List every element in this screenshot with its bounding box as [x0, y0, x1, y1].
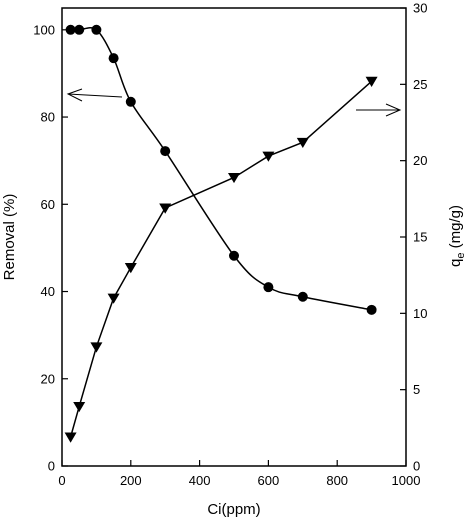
plot-area-frame	[61, 7, 407, 467]
arrow-to-right-axis-head	[385, 103, 402, 117]
right-tick-label: 0	[413, 459, 420, 474]
annotation-arrows	[66, 88, 402, 117]
series-2-point	[73, 401, 86, 413]
left-tick-label: 60	[41, 197, 55, 212]
right-axis-title-units: (mg/g)	[447, 205, 464, 253]
right-axis-ticks: 0 5 10 15 20 25 30	[400, 1, 427, 474]
arrow-to-left-axis	[67, 93, 123, 98]
series-1-point	[108, 53, 119, 64]
series-1-point	[91, 24, 102, 35]
right-tick-label: 20	[413, 153, 427, 168]
right-axis-title: qe (mg/g)	[447, 205, 467, 267]
x-tick-label: 400	[189, 473, 211, 488]
series-1-point	[125, 96, 136, 107]
series-line-1	[70, 26, 372, 311]
series-2-point	[124, 263, 137, 274]
x-tick-label: 800	[326, 473, 348, 488]
series-1-point	[74, 24, 85, 35]
left-axis-ticks: 0 20 40 60 80 100	[33, 22, 68, 474]
left-axis-title: Removal (%)	[1, 194, 18, 281]
x-tick-label: 0	[58, 473, 65, 488]
x-tick-label: 200	[120, 473, 142, 488]
series-1-point	[366, 304, 377, 315]
left-tick-label: 0	[48, 459, 55, 474]
x-tick-label: 600	[258, 473, 280, 488]
series-2-point	[90, 342, 103, 353]
series-2-point	[262, 151, 275, 162]
series-1-point	[160, 146, 171, 157]
series-1-point	[263, 282, 274, 293]
series-2-point	[296, 137, 309, 149]
series-1-point	[229, 250, 239, 261]
x-tick-label: 1000	[392, 473, 421, 488]
series-2-point	[228, 172, 240, 184]
series-2-point	[365, 76, 378, 87]
left-tick-label: 40	[41, 284, 55, 299]
x-axis-title: Ci(ppm)	[207, 501, 260, 518]
right-tick-label: 30	[413, 1, 427, 16]
series-1-point	[65, 24, 76, 35]
right-axis-title-main: q	[447, 259, 464, 267]
right-axis-title-subscript: e	[455, 253, 467, 259]
series-1-point	[297, 291, 308, 302]
right-tick-label: 15	[413, 230, 427, 245]
series-line-2	[69, 80, 373, 438]
right-tick-label: 25	[413, 77, 427, 92]
x-axis-ticks: 0 200 400 600 800 1000	[58, 460, 420, 488]
right-tick-label: 5	[413, 382, 420, 397]
left-tick-label: 100	[33, 22, 55, 37]
series-2-point	[159, 203, 172, 214]
series-2-point	[64, 432, 77, 443]
left-tick-label: 20	[41, 371, 55, 386]
series-group	[64, 24, 378, 443]
left-tick-label: 80	[41, 110, 55, 125]
series-2-point	[107, 293, 120, 304]
arrow-to-left-axis-head	[66, 88, 83, 102]
right-tick-label: 10	[413, 306, 427, 321]
